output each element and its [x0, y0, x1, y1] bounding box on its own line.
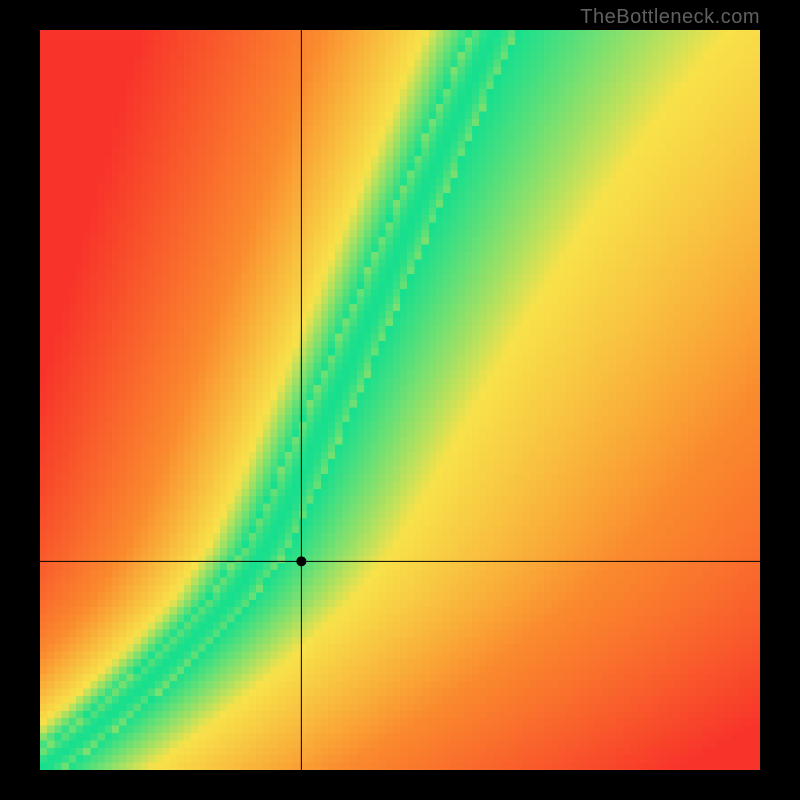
watermark-label: TheBottleneck.com [580, 6, 760, 29]
bottleneck-heatmap [40, 30, 760, 770]
chart-container: { "type": "heatmap", "source_label": "Th… [0, 0, 800, 800]
